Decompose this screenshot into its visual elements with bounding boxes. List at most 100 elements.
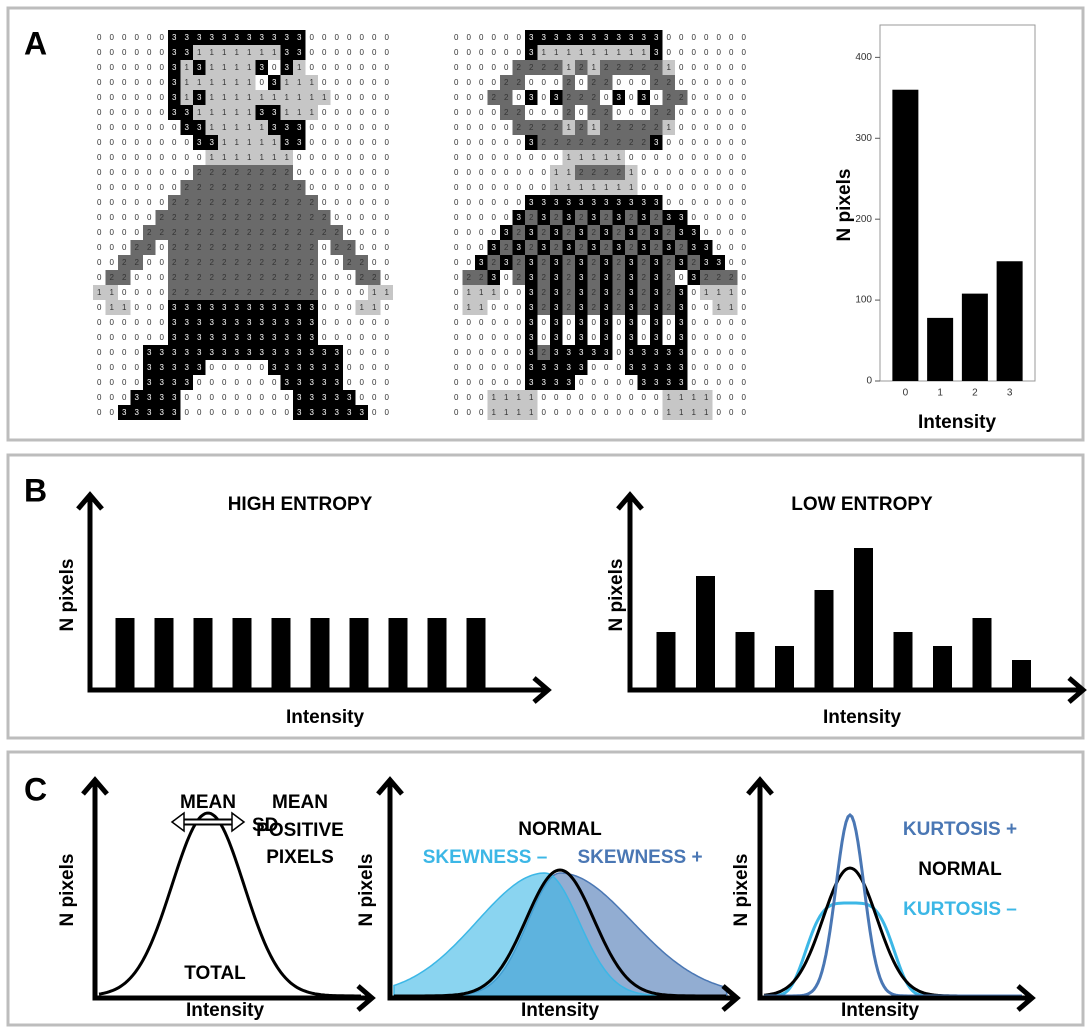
pixel-value: 3 bbox=[172, 333, 177, 342]
pixel-value: 3 bbox=[529, 288, 534, 297]
pixel-value: 1 bbox=[579, 48, 584, 57]
pixel-value: 3 bbox=[679, 228, 684, 237]
pixel-value: 3 bbox=[629, 228, 634, 237]
pixel-value: 3 bbox=[617, 243, 622, 252]
pixel-value: 0 bbox=[135, 153, 140, 162]
pixel-value: 1 bbox=[504, 408, 509, 417]
pixel-value: 0 bbox=[717, 378, 722, 387]
pixel-value: 1 bbox=[247, 78, 252, 87]
pixel-value: 2 bbox=[247, 168, 252, 177]
pixel-value: 0 bbox=[160, 318, 165, 327]
pixel-value: 2 bbox=[247, 243, 252, 252]
pixel-value: 0 bbox=[454, 363, 459, 372]
pixel-value: 0 bbox=[454, 258, 459, 267]
pixel-value: 0 bbox=[692, 33, 697, 42]
pixel-value: 0 bbox=[467, 108, 472, 117]
pixel-value: 0 bbox=[135, 108, 140, 117]
pixel-value: 0 bbox=[347, 273, 352, 282]
pixel-value: 2 bbox=[185, 243, 190, 252]
pixel-value: 0 bbox=[617, 408, 622, 417]
pixel-value: 0 bbox=[704, 378, 709, 387]
pixel-value: 0 bbox=[492, 198, 497, 207]
pixel-value: 3 bbox=[185, 303, 190, 312]
bar bbox=[962, 294, 988, 381]
pixel-value: 0 bbox=[467, 183, 472, 192]
pixel-value: 3 bbox=[692, 273, 697, 282]
pixel-value: 3 bbox=[529, 363, 534, 372]
pixel-value: 0 bbox=[717, 393, 722, 402]
x-tick-label: 1 bbox=[937, 388, 943, 399]
pixel-value: 3 bbox=[529, 378, 534, 387]
pixel-value: 0 bbox=[517, 288, 522, 297]
annotation: PIXELS bbox=[266, 847, 334, 868]
pixel-value: 1 bbox=[604, 48, 609, 57]
pixel-value: 0 bbox=[517, 183, 522, 192]
pixel-value: 3 bbox=[272, 108, 277, 117]
pixel-value: 2 bbox=[592, 273, 597, 282]
pixel-value: 0 bbox=[517, 333, 522, 342]
pixel-value: 3 bbox=[222, 303, 227, 312]
pixel-value: 2 bbox=[260, 243, 265, 252]
pixel-value: 1 bbox=[247, 123, 252, 132]
pixel-value: 0 bbox=[704, 183, 709, 192]
pixel-value: 2 bbox=[222, 198, 227, 207]
pixel-value: 0 bbox=[335, 318, 340, 327]
pixel-value: 3 bbox=[517, 213, 522, 222]
pixel-value: 0 bbox=[385, 243, 390, 252]
pixel-value: 3 bbox=[272, 333, 277, 342]
pixel-value: 0 bbox=[692, 303, 697, 312]
pixel-value: 0 bbox=[160, 168, 165, 177]
pixel-value: 0 bbox=[122, 153, 127, 162]
pixel-value: 1 bbox=[210, 153, 215, 162]
pixel-value: 0 bbox=[135, 78, 140, 87]
pixel-value: 3 bbox=[260, 63, 265, 72]
bar bbox=[933, 646, 952, 688]
pixel-value: 2 bbox=[222, 168, 227, 177]
pixel-value: 2 bbox=[260, 258, 265, 267]
pixel-value: 3 bbox=[185, 348, 190, 357]
pixel-value: 0 bbox=[222, 393, 227, 402]
pixel-value: 0 bbox=[717, 183, 722, 192]
pixel-value: 3 bbox=[260, 318, 265, 327]
pixel-value: 0 bbox=[704, 138, 709, 147]
sd-arrow-head bbox=[172, 813, 184, 831]
pixel-value: 1 bbox=[235, 138, 240, 147]
pixel-value: 3 bbox=[297, 33, 302, 42]
pixel-value: 2 bbox=[335, 243, 340, 252]
pixel-value: 0 bbox=[235, 408, 240, 417]
pixel-value: 3 bbox=[567, 378, 572, 387]
pixel-value: 3 bbox=[272, 318, 277, 327]
pixel-value: 3 bbox=[642, 243, 647, 252]
pixel-value: 2 bbox=[285, 258, 290, 267]
pixel-value: 0 bbox=[742, 198, 747, 207]
pixel-value: 0 bbox=[642, 318, 647, 327]
pixel-value: 0 bbox=[692, 333, 697, 342]
pixel-value: 0 bbox=[679, 153, 684, 162]
x-axis-label: Intensity bbox=[918, 412, 997, 433]
pixel-value: 0 bbox=[122, 168, 127, 177]
pixel-value: 2 bbox=[629, 123, 634, 132]
pixel-value: 0 bbox=[372, 33, 377, 42]
y-axis-label: N pixels bbox=[356, 854, 377, 927]
pixel-value: 2 bbox=[479, 273, 484, 282]
pixel-value: 1 bbox=[222, 63, 227, 72]
pixel-value: 0 bbox=[335, 288, 340, 297]
pixel-value: 0 bbox=[729, 333, 734, 342]
bar bbox=[389, 618, 408, 688]
pixel-value: 1 bbox=[667, 393, 672, 402]
pixel-value: 2 bbox=[604, 108, 609, 117]
pixel-value: 0 bbox=[667, 198, 672, 207]
pixel-value: 0 bbox=[97, 333, 102, 342]
pixel-value: 3 bbox=[592, 348, 597, 357]
pixel-value: 0 bbox=[372, 63, 377, 72]
pixel-value: 0 bbox=[122, 333, 127, 342]
pixel-value: 2 bbox=[310, 288, 315, 297]
legend-label: SKEWNESS – bbox=[423, 847, 548, 868]
pixel-value: 0 bbox=[454, 198, 459, 207]
pixel-value: 0 bbox=[629, 153, 634, 162]
pixel-value: 2 bbox=[642, 63, 647, 72]
pixel-value: 0 bbox=[542, 93, 547, 102]
pixel-value: 3 bbox=[592, 243, 597, 252]
pixel-value: 2 bbox=[592, 258, 597, 267]
pixel-value: 0 bbox=[385, 318, 390, 327]
